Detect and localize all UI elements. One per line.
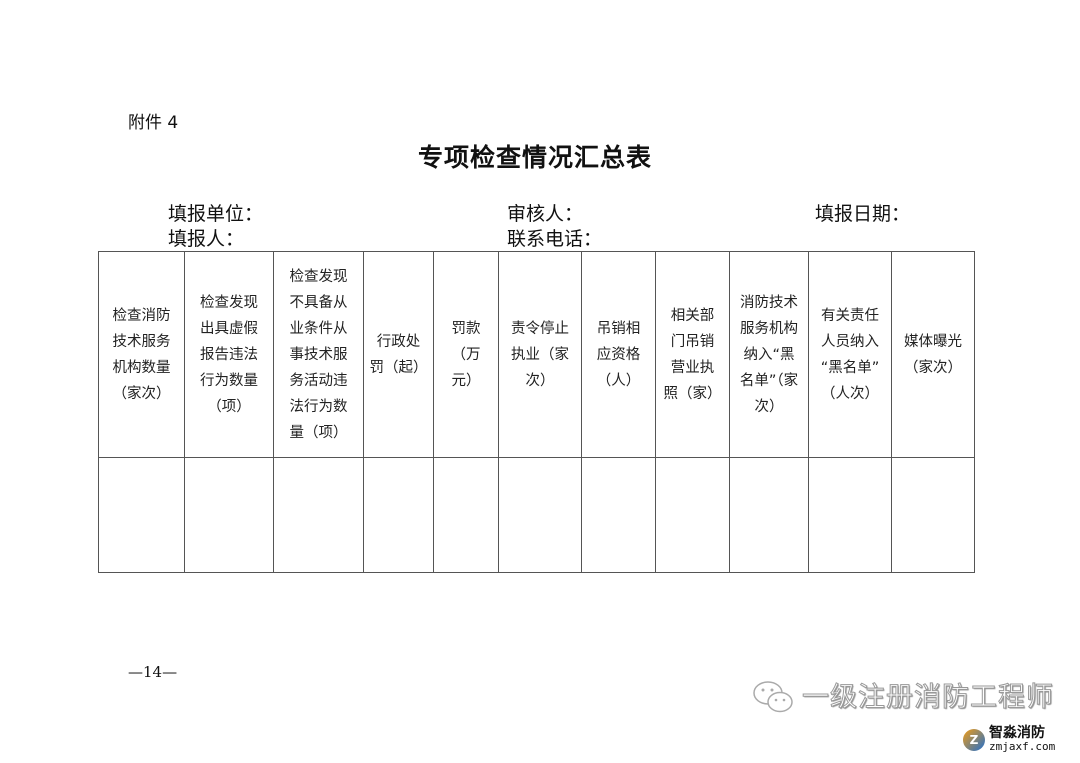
table-cell xyxy=(729,457,809,573)
field-date: 填报日期： xyxy=(815,203,911,225)
watermark-text: 一级注册消防工程师 xyxy=(802,682,1054,713)
table-cell xyxy=(808,457,892,573)
field-phone: 联系电话： xyxy=(507,228,603,250)
watermark: 一级注册消防工程师 xyxy=(752,680,1054,716)
table-cell xyxy=(273,457,364,573)
header-cell: 检查发现 出具虚假 报告违法 行为数量 （项） xyxy=(184,251,274,458)
table-cell xyxy=(655,457,730,573)
table-cell xyxy=(98,457,185,573)
table-row xyxy=(98,457,975,573)
field-filler: 填报人： xyxy=(168,228,245,250)
header-cell: 检查消防 技术服务 机构数量 （家次） xyxy=(98,251,185,458)
page-title: 专项检查情况汇总表 xyxy=(417,143,652,172)
logo-icon: Z xyxy=(963,728,985,751)
header-cell: 吊销相 应资格 （人） xyxy=(581,251,656,458)
table-cell xyxy=(184,457,274,573)
header-cell: 行政处 罚（起） xyxy=(363,251,434,458)
table-cell xyxy=(891,457,975,573)
summary-table: 检查消防 技术服务 机构数量 （家次） 检查发现 出具虚假 报告违法 行为数量 … xyxy=(98,251,975,573)
logo-name: 智淼消防 xyxy=(989,725,1045,741)
logo: Z 智淼消防 zmjaxf.com xyxy=(963,726,1055,753)
header-cell: 媒体曝光 （家次） xyxy=(891,251,975,458)
field-unit: 填报单位： xyxy=(168,203,264,225)
header-cell: 相关部 门吊销 营业执 照（家） xyxy=(655,251,730,458)
table-cell xyxy=(433,457,499,573)
logo-url: zmjaxf.com xyxy=(989,740,1056,753)
field-reviewer: 审核人： xyxy=(507,203,584,225)
attachment-label: 附件 4 xyxy=(128,113,179,133)
header-cell: 罚款 （万 元） xyxy=(433,251,499,458)
header-cell: 检查发现 不具备从 业条件从 事技术服 务活动违 法行为数 量（项） xyxy=(273,251,364,458)
header-cell: 有关责任 人员纳入 “黑名单” （人次） xyxy=(808,251,892,458)
table-header-row: 检查消防 技术服务 机构数量 （家次） 检查发现 出具虚假 报告违法 行为数量 … xyxy=(98,251,975,458)
table-cell xyxy=(363,457,434,573)
wechat-icon xyxy=(753,681,793,713)
header-cell: 消防技术 服务机构 纳入“黑 名单”（家 次） xyxy=(729,251,809,458)
table-cell xyxy=(581,457,656,573)
header-cell: 责令停止 执业（家 次） xyxy=(498,251,582,458)
table-cell xyxy=(498,457,582,573)
page-number: —14— xyxy=(128,663,178,681)
